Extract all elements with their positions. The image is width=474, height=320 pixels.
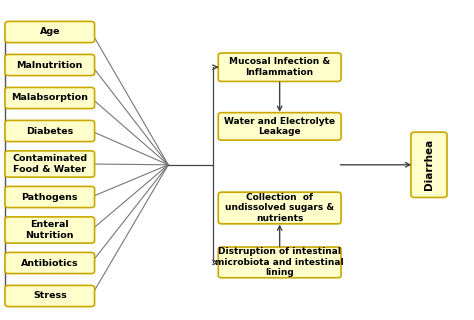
- Text: Malnutrition: Malnutrition: [17, 60, 83, 69]
- FancyBboxPatch shape: [219, 192, 341, 224]
- Text: Diarrhea: Diarrhea: [424, 139, 434, 190]
- Text: Malabsorption: Malabsorption: [11, 93, 88, 102]
- FancyBboxPatch shape: [5, 285, 95, 307]
- Text: Collection  of
undissolved sugars &
nutrients: Collection of undissolved sugars & nutri…: [225, 193, 334, 223]
- Text: Stress: Stress: [33, 292, 67, 300]
- FancyBboxPatch shape: [5, 187, 95, 208]
- Text: Pathogens: Pathogens: [21, 193, 78, 202]
- Text: Diabetes: Diabetes: [26, 126, 73, 135]
- Text: Enteral
Nutrition: Enteral Nutrition: [26, 220, 74, 240]
- FancyBboxPatch shape: [5, 252, 95, 274]
- FancyBboxPatch shape: [5, 120, 95, 141]
- Text: Age: Age: [39, 28, 60, 36]
- Text: Water and Electrolyte
Leakage: Water and Electrolyte Leakage: [224, 117, 335, 136]
- Text: Distruption of intestinal
microbiota and intestinal
lining: Distruption of intestinal microbiota and…: [215, 247, 344, 277]
- FancyBboxPatch shape: [5, 87, 95, 108]
- FancyBboxPatch shape: [219, 247, 341, 278]
- FancyBboxPatch shape: [5, 217, 95, 243]
- Text: Mucosal Infection &
Inflammation: Mucosal Infection & Inflammation: [229, 58, 330, 77]
- FancyBboxPatch shape: [411, 132, 447, 197]
- Text: Contaminated
Food & Water: Contaminated Food & Water: [12, 154, 87, 174]
- FancyBboxPatch shape: [5, 21, 95, 43]
- FancyBboxPatch shape: [219, 53, 341, 81]
- FancyBboxPatch shape: [5, 54, 95, 76]
- Text: Antibiotics: Antibiotics: [21, 259, 79, 268]
- FancyBboxPatch shape: [219, 113, 341, 140]
- FancyBboxPatch shape: [5, 151, 95, 177]
